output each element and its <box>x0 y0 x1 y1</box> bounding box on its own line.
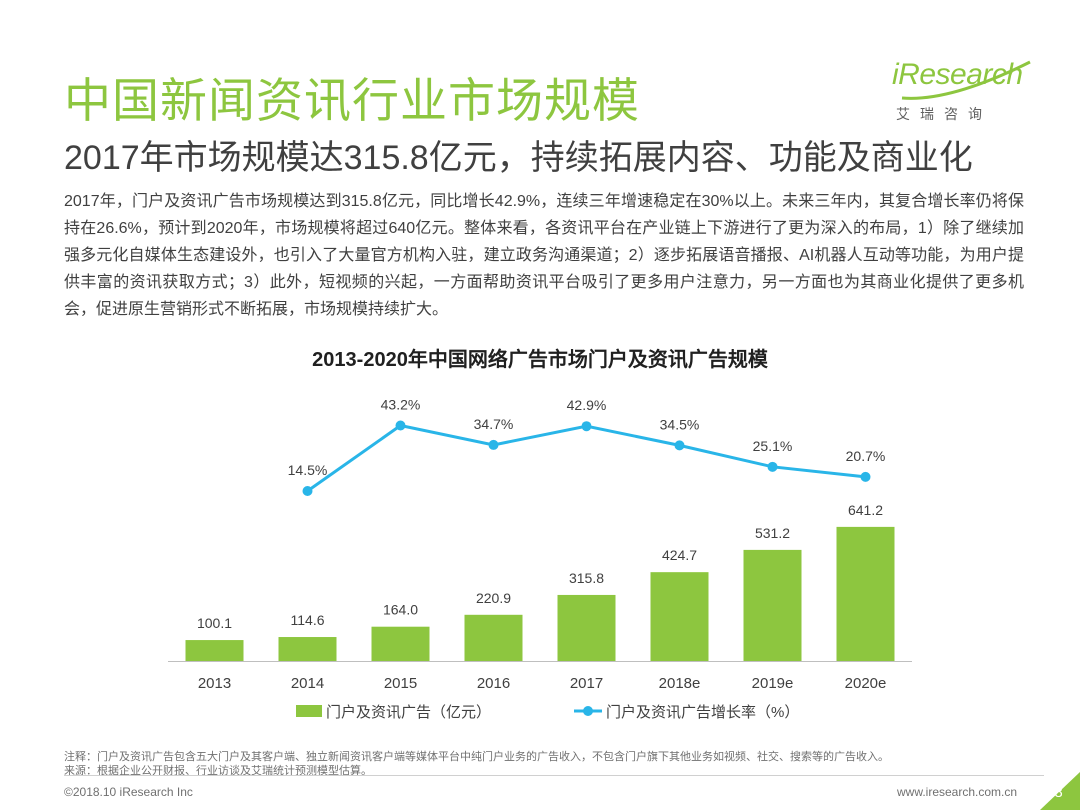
bar-label-2018e: 424.7 <box>662 547 697 563</box>
bar-label-2016: 220.9 <box>476 590 511 606</box>
x-tick-label-2014: 2014 <box>291 675 324 692</box>
chart-area: 100.1 114.6 164.0 220.9 315.8 424.7 531.2 641.2… <box>168 397 912 721</box>
chart-source: 来源：根据企业公开财报、行业访谈及艾瑞统计预测模型估算。 <box>64 765 372 777</box>
x-tick-label-2019e: 2019e <box>752 675 794 692</box>
rate-point-2019e <box>767 461 778 472</box>
bar-2019e <box>743 549 802 661</box>
bar-2018e <box>650 572 709 661</box>
rate-label-2020e: 20.7% <box>846 448 886 464</box>
rate-label-2017: 42.9% <box>567 397 607 413</box>
legend-line-label: 门户及资讯广告增长率（%） <box>606 704 799 721</box>
chart-title: 2013-2020年中国网络广告市场门户及资讯广告规模 <box>312 349 768 371</box>
bar-label-2019e: 531.2 <box>755 525 790 541</box>
bar-label-2017: 315.8 <box>569 570 604 586</box>
rate-point-2015 <box>395 420 406 431</box>
rate-label-2018e: 34.5% <box>660 416 700 432</box>
website-link[interactable]: www.iresearch.com.cn <box>897 785 1018 799</box>
bar-2015 <box>371 626 430 661</box>
legend-line-marker <box>583 706 593 716</box>
iresearch-logo: iResearch 艾瑞咨询 <box>890 58 1040 128</box>
bar-2020e <box>836 526 895 661</box>
bar-2017 <box>557 594 616 661</box>
page-corner-shape <box>1040 772 1080 810</box>
chart-note: 注释：门户及资讯广告包含五大门户及其客户端、独立新闻资讯客户端等媒体平台中纯门户… <box>64 751 889 763</box>
rate-label-2019e: 25.1% <box>753 438 793 454</box>
rate-point-2018e <box>674 440 685 451</box>
legend-bar-swatch <box>296 705 322 717</box>
bar-2016 <box>464 614 523 661</box>
rate-point-2016 <box>488 439 499 450</box>
logo-swoosh-icon <box>901 60 1031 100</box>
bar-label-2014: 114.6 <box>291 612 325 628</box>
logo-wordmark: iResearch <box>892 58 1023 91</box>
rate-label-2014: 14.5% <box>288 462 328 478</box>
x-tick-label-2015: 2015 <box>384 675 417 692</box>
bar-label-2013: 100.1 <box>197 615 232 631</box>
x-tick-label-2018e: 2018e <box>659 675 701 692</box>
summary-paragraph: 2017年，门户及资讯广告市场规模达到315.8亿元，同比增长42.9%，连续三… <box>64 193 1024 318</box>
copyright-text: ©2018.10 iResearch Inc <box>64 785 193 799</box>
bar-label-2015: 164.0 <box>383 602 418 618</box>
rate-label-2016: 34.7% <box>474 416 514 432</box>
x-tick-label-2013: 2013 <box>198 675 231 692</box>
rate-point-2017 <box>581 421 592 432</box>
growth-rate-line <box>306 423 866 493</box>
logo-chinese-name: 艾瑞咨询 <box>896 106 992 122</box>
x-tick-label-2016: 2016 <box>477 675 510 692</box>
bar-2013 <box>185 640 244 661</box>
rate-point-2014 <box>302 486 313 497</box>
page-title: 中国新闻资讯行业市场规模 <box>64 74 640 127</box>
bar-label-2020e: 641.2 <box>848 502 883 518</box>
rate-label-2015: 43.2% <box>381 397 421 413</box>
legend-bar-label: 门户及资讯广告（亿元） <box>326 704 491 721</box>
x-tick-label-2017: 2017 <box>570 675 603 692</box>
footer-divider <box>64 775 1044 776</box>
rate-point-2020e <box>860 471 871 482</box>
bar-2014 <box>278 637 337 661</box>
page-number: 28 <box>1046 784 1063 801</box>
page-subtitle: 2017年市场规模达315.8亿元，持续拓展内容、功能及商业化 <box>64 139 973 177</box>
x-tick-label-2020e: 2020e <box>845 675 887 692</box>
